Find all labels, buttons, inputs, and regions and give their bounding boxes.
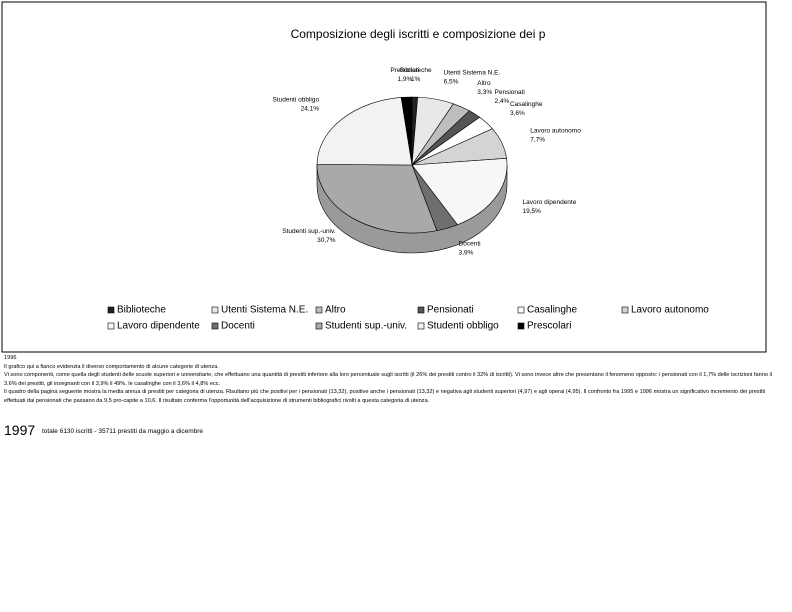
legend-swatch xyxy=(211,306,219,314)
slice-label: Lavoro dipendente xyxy=(522,199,576,206)
slice-label: Studenti obbligo xyxy=(272,97,319,104)
legend-swatch xyxy=(417,322,425,330)
legend-label: Docenti xyxy=(221,321,255,332)
paragraph: Il quadro della pagina seguente mostra l… xyxy=(4,389,766,404)
value-label: 6,5% xyxy=(444,79,459,86)
paragraph: Il grafico qui a fianco evidenzia il div… xyxy=(4,363,219,370)
legend-label: Altro xyxy=(325,305,346,316)
legend-swatch xyxy=(517,306,525,314)
value-label: 30,7% xyxy=(317,237,336,244)
pie-slice xyxy=(316,164,438,234)
value-label: 7,7% xyxy=(530,137,545,144)
pie-slice xyxy=(316,97,413,166)
legend-swatch xyxy=(107,322,115,330)
value-label: 3,3% xyxy=(477,89,492,96)
value-label: 1% xyxy=(411,76,421,83)
value-label: 24,1% xyxy=(301,106,320,113)
legend-swatch xyxy=(107,306,115,314)
value-label: 3,6% xyxy=(510,110,525,117)
chart-title: Composizione degli iscritti e composizio… xyxy=(291,27,546,41)
value-label: 2,4% xyxy=(495,98,510,105)
slice-label: Altro xyxy=(477,80,491,87)
year-heading: 1996 xyxy=(4,355,17,361)
slice-label: Pensionati xyxy=(495,89,525,96)
summary: totale 6130 iscritti - 35711 prestiti da… xyxy=(42,428,204,435)
paragraph: Vi sono componenti, come quella degli st… xyxy=(4,372,773,387)
legend-label: Studenti sup.-univ. xyxy=(325,321,407,332)
slice-label: Prescolari xyxy=(390,67,419,74)
legend-swatch xyxy=(417,306,425,314)
year-heading: 1997 xyxy=(4,422,36,438)
legend-label: Utenti Sistema N.E. xyxy=(221,305,308,316)
legend-swatch xyxy=(517,322,525,330)
pie-slice xyxy=(400,96,413,166)
legend-swatch xyxy=(211,322,219,330)
slice-label: Lavoro autonomo xyxy=(530,128,581,135)
value-label: 3,9% xyxy=(459,249,474,256)
slice-label: Utenti Sistema N.E. xyxy=(444,70,501,77)
legend-swatch xyxy=(315,322,323,330)
slice-label: Studenti sup.-univ. xyxy=(282,228,336,235)
slice-label: Casalinghe xyxy=(510,101,543,108)
legend-swatch xyxy=(315,306,323,314)
value-label: 1,9% xyxy=(397,76,412,83)
legend-swatch xyxy=(621,306,629,314)
value-label: 19,5% xyxy=(522,208,541,215)
legend-label: Prescolari xyxy=(527,321,571,332)
legend-label: Casalinghe xyxy=(527,305,577,316)
legend-label: Pensionati xyxy=(427,305,474,316)
slice-label: Biblioteche xyxy=(400,67,432,74)
pie-slice xyxy=(411,157,508,226)
legend-label: Lavoro dipendente xyxy=(117,321,200,332)
legend-label: Biblioteche xyxy=(117,305,166,316)
legend-label: Lavoro autonomo xyxy=(631,305,709,316)
slice-label: Docenti xyxy=(459,240,481,247)
legend-label: Studenti obbligo xyxy=(427,321,499,332)
notes: 1996 Il grafico qui a fianco evidenzia i… xyxy=(4,354,774,406)
